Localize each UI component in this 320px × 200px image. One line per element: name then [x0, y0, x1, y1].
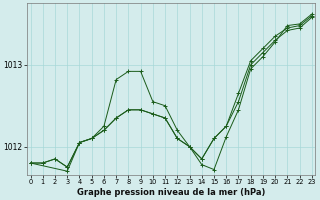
X-axis label: Graphe pression niveau de la mer (hPa): Graphe pression niveau de la mer (hPa)	[77, 188, 265, 197]
